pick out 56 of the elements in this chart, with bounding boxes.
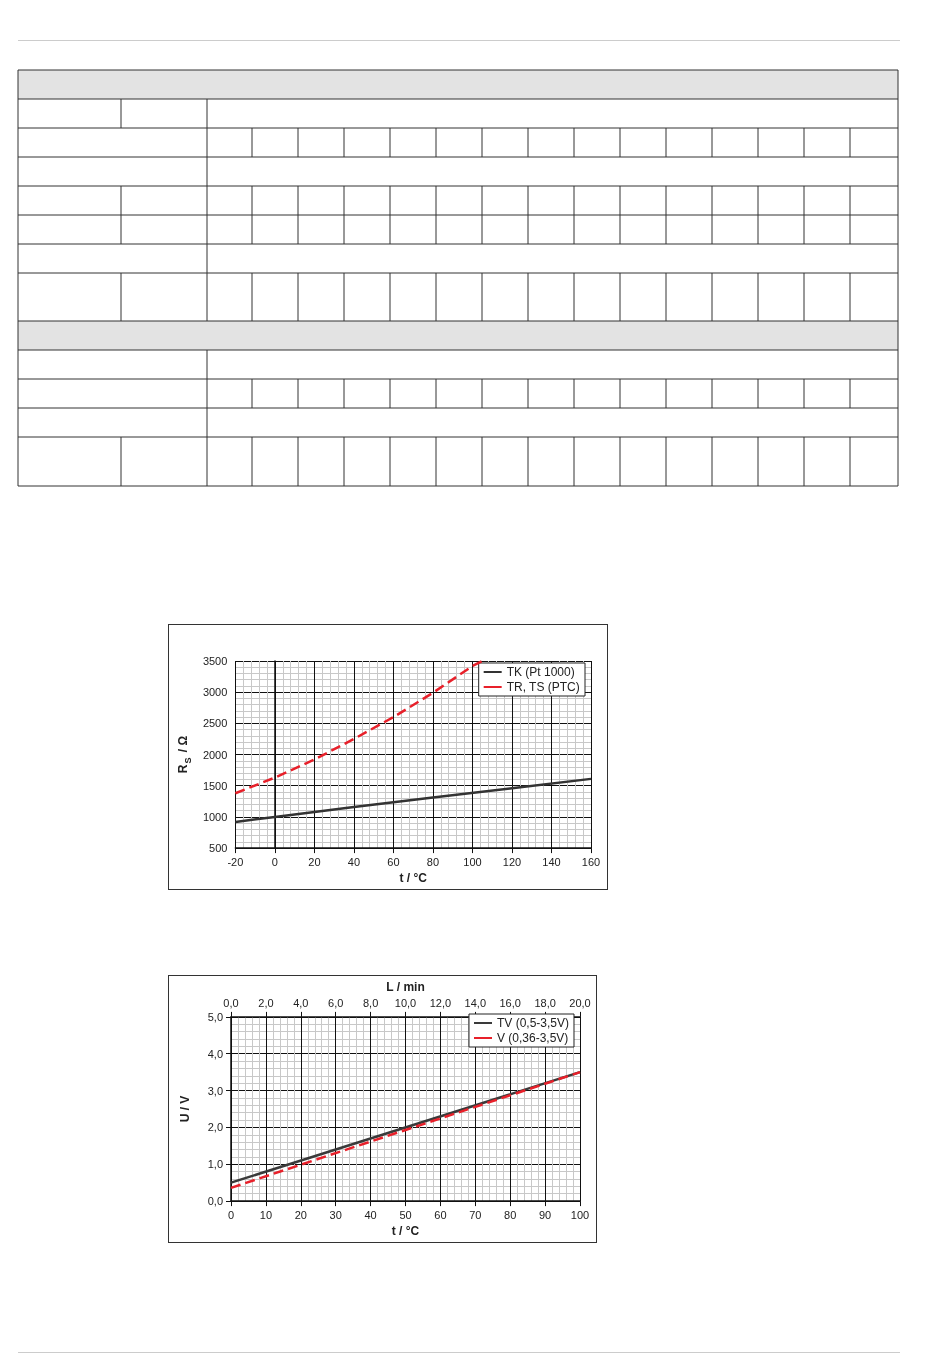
y-tick-label: 3000 (202, 686, 228, 699)
x2-tick-label: 20,0 (569, 997, 591, 1010)
x2-tick-label: 8,0 (362, 997, 379, 1010)
y-axis-title: U / V (178, 1095, 192, 1123)
x-tick-label: 60 (434, 1208, 447, 1221)
x2-tick-label: 12,0 (429, 997, 452, 1010)
x-tick-label: 40 (364, 1208, 377, 1221)
y-tick-label: 5,0 (207, 1010, 223, 1023)
x-tick-label: 80 (504, 1208, 517, 1221)
x2-tick-label: 14,0 (464, 997, 487, 1010)
x-tick-label: 50 (399, 1208, 412, 1221)
x2-tick-label: 2,0 (258, 997, 274, 1010)
x2-tick-label: 0,0 (223, 997, 239, 1010)
x-tick-label: 100 (463, 855, 482, 868)
y-tick-label: 2500 (202, 717, 228, 730)
y-tick-label: 1,0 (207, 1158, 223, 1171)
x-tick-label: 0 (227, 1208, 235, 1221)
x-tick-label: 20 (308, 855, 321, 868)
x-tick-label: 40 (347, 855, 361, 868)
x-tick-label: 120 (502, 855, 522, 868)
x-tick-label: 30 (329, 1208, 342, 1221)
y-tick-label: 3500 (202, 655, 228, 667)
y-tick-label: 1000 (202, 810, 228, 823)
y-tick-label: 2,0 (207, 1121, 223, 1134)
legend-label: TK (Pt 1000) (506, 665, 575, 679)
y-axis-title: RS / Ω (176, 735, 193, 774)
x-tick-label: 90 (538, 1208, 552, 1221)
line-series (234, 659, 484, 795)
x-tick-label: 80 (426, 855, 440, 868)
x-tick-label: -20 (227, 855, 244, 868)
y-tick-label: 2000 (202, 748, 228, 761)
x-tick-label: 60 (387, 855, 400, 868)
legend-label: V (0,36-3,5V) (496, 1031, 569, 1045)
x2-axis-title: L / min (386, 980, 425, 994)
y-tick-label: 3,0 (207, 1084, 223, 1097)
x-tick-label: 100 (570, 1208, 590, 1221)
x2-tick-label: 18,0 (534, 997, 556, 1010)
x2-tick-label: 16,0 (499, 997, 521, 1010)
x2-tick-label: 6,0 (328, 997, 344, 1010)
y-tick-label: 0,0 (207, 1195, 223, 1208)
legend-label: TR, TS (PTC) (506, 680, 580, 694)
y-tick-label: 4,0 (207, 1047, 223, 1060)
x-axis-title: t / °C (391, 1224, 420, 1238)
legend-label: TV (0,5-3,5V) (496, 1016, 570, 1030)
x2-tick-label: 4,0 (293, 997, 309, 1010)
x-tick-label: 10 (259, 1208, 273, 1221)
line-series (234, 777, 593, 824)
x-tick-label: 20 (294, 1208, 307, 1221)
x-tick-label: 140 (542, 855, 561, 868)
x-tick-label: 0 (271, 855, 278, 868)
x-tick-label: 70 (469, 1208, 482, 1221)
x-tick-label: 160 (581, 855, 601, 868)
y-tick-label: 500 (209, 842, 228, 855)
y-tick-label: 1500 (202, 779, 228, 792)
x-axis-title: t / °C (399, 871, 428, 885)
x2-tick-label: 10,0 (394, 997, 417, 1010)
